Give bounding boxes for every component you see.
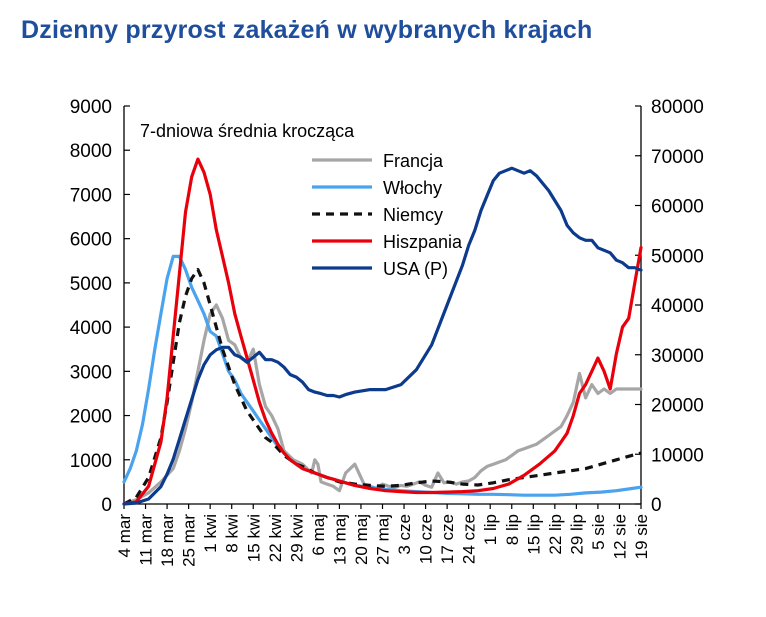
series-line-w-ochy <box>122 254 643 497</box>
y-left-tick-label: 4000 <box>70 318 112 339</box>
y-left-tick-label: 8000 <box>70 141 112 162</box>
x-tick-label: 8 kwi <box>223 514 242 553</box>
series-line-francja <box>122 303 643 506</box>
legend-label: Niemcy <box>383 205 443 225</box>
series-layer <box>122 157 643 506</box>
x-tick-label: 1 lip <box>481 514 500 545</box>
page-title: Dzienny przyrost zakażeń w wybranych kra… <box>21 16 593 44</box>
y-left-tick-label: 2000 <box>70 407 112 428</box>
y-right-tick-label: 20000 <box>651 396 704 417</box>
y-left-tick-label: 9000 <box>70 97 112 118</box>
y-right-tick-label: 50000 <box>651 246 704 267</box>
legend-label: USA (P) <box>383 259 448 279</box>
y-left-tick-label: 0 <box>101 495 112 516</box>
x-tick-label: 24 cze <box>460 514 479 564</box>
legend-label: Francja <box>383 151 444 171</box>
y-right-tick-label: 70000 <box>651 147 704 168</box>
y-right-tick-label: 80000 <box>651 97 704 118</box>
x-tick-label: 22 lip <box>546 514 565 555</box>
legend-label: Hiszpania <box>383 232 463 252</box>
y-right-tick-label: 60000 <box>651 197 704 218</box>
x-tick-label: 19 sie <box>632 514 651 559</box>
x-tick-label: 1 kwi <box>201 514 220 553</box>
x-tick-label: 5 sie <box>589 514 608 550</box>
legend: 7-dniowa średnia krocząca Francja Włochy Ni… <box>140 121 463 279</box>
x-tick-label: 4 mar <box>115 514 134 558</box>
x-tick-label: 6 maj <box>309 514 328 556</box>
x-tick-label: 29 kwi <box>287 514 306 562</box>
x-tick-label: 25 mar <box>180 514 199 567</box>
x-tick-label: 11 mar <box>137 514 156 566</box>
series-line-hiszpania <box>122 157 643 506</box>
x-tick-label: 12 sie <box>610 514 629 559</box>
x-tick-label: 15 kwi <box>244 514 263 562</box>
x-tick-label: 17 cze <box>438 514 457 564</box>
x-tick-label: 10 cze <box>417 514 436 564</box>
x-tick-label: 13 maj <box>330 514 349 565</box>
y-right-tick-label: 10000 <box>651 445 704 466</box>
x-tick-label: 18 mar <box>158 514 177 567</box>
x-tick-label: 3 cze <box>395 514 414 555</box>
y-left-tick-label: 7000 <box>70 185 112 206</box>
x-tick-label: 15 lip <box>524 514 543 555</box>
y-left-tick-label: 5000 <box>70 274 112 295</box>
legend-label: Włochy <box>383 178 442 198</box>
y-left-tick-label: 3000 <box>70 362 112 383</box>
y-right-tick-label: 30000 <box>651 346 704 367</box>
x-tick-label: 22 kwi <box>266 514 285 562</box>
x-tick-label: 27 maj <box>374 514 393 565</box>
chart-axes: 0 1000 2000 3000 4000 5000 6000 7000 8000 9000 0 10… <box>70 97 704 567</box>
y-right-tick-label: 0 <box>651 495 662 516</box>
y-left-tick-label: 1000 <box>70 451 112 472</box>
series-line-usa-p <box>122 166 643 506</box>
x-tick-label: 20 maj <box>352 514 371 565</box>
y-right-tick-label: 40000 <box>651 296 704 317</box>
y-left-tick-label: 6000 <box>70 230 112 251</box>
series-line-niemcy <box>123 268 642 506</box>
chart-subtitle: 7-dniowa średnia krocząca <box>140 121 355 141</box>
x-tick-label: 8 lip <box>503 514 522 545</box>
x-tick-label: 29 lip <box>567 514 586 555</box>
